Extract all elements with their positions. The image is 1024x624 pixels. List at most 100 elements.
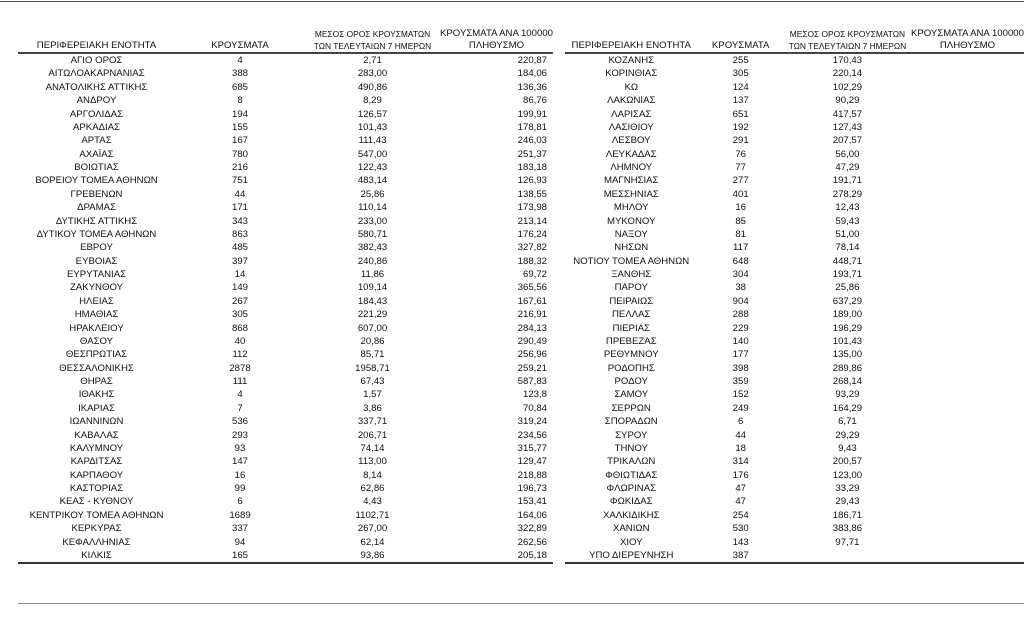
avg7-cell: 4,43 — [363, 496, 382, 508]
region-cell: ΠΡΕΒΕΖΑΣ — [605, 335, 657, 347]
cases-cell: 137 — [732, 95, 749, 107]
header-per100k-line2: ΠΛΗΘΥΣΜΟ — [468, 40, 525, 51]
table-row: ΚΙΛΚΙΣ 165 93,86 205,18 — [18, 548, 553, 565]
avg7-cell: 191,71 — [832, 175, 863, 187]
cases-cell: 94 — [234, 536, 246, 548]
avg7-cell: 110,14 — [358, 202, 387, 214]
region-cell: ΕΒΡΟΥ — [80, 242, 113, 254]
avg7-cell: 59,43 — [835, 215, 860, 227]
table-body-left: ΑΓΙΟ ΟΡΟΣ 4 2,71 220,87 ΑΙΤΩΛΟΑΚΑΡΝΑΝΙΑΣ 388 2… — [18, 53, 553, 565]
per100k-cell — [911, 134, 1024, 147]
region-cell: ΣΠΟΡΑΔΩΝ — [604, 416, 658, 428]
per100k-cell: 196,73 — [517, 483, 547, 494]
avg7-cell: 283,00 — [357, 68, 388, 80]
table-row: ΕΒΡΟΥ 485 382,43 327,82 — [18, 241, 553, 254]
table-row: ΑΝΑΤΟΛΙΚΗΣ ΑΤΤΙΚΗΣ 685 490,86 136,36 — [18, 81, 553, 94]
per100k-cell: 216,91 — [517, 309, 547, 321]
region-cell: ΜΑΓΝΗΣΙΑΣ — [604, 175, 659, 187]
avg7-cell — [783, 548, 911, 565]
per100k-cell: 256,96 — [517, 349, 547, 361]
per100k-cell — [911, 362, 1024, 375]
table-row: ΚΕΡΚΥΡΑΣ 337 267,00 322,89 — [18, 522, 553, 535]
per100k-cell: 129,47 — [517, 456, 547, 468]
per100k-cell: 86,76 — [522, 95, 547, 107]
region-cell: ΗΜΑΘΙΑΣ — [74, 309, 119, 321]
per100k-cell: 205,18 — [440, 548, 553, 565]
per100k-cell: 188,32 — [517, 255, 547, 267]
cases-cell: 401 — [732, 188, 749, 200]
table-row: ΜΕΣΣΗΝΙΑΣ 401 278,29 — [565, 188, 1024, 201]
region-cell: ΑΡΤΑΣ — [81, 135, 112, 147]
avg7-cell: 240,86 — [357, 255, 388, 267]
table-row: ΣΕΡΡΩΝ 249 164,29 — [565, 402, 1024, 415]
avg7-cell: 383,86 — [832, 523, 863, 535]
table-row: ΔΥΤΙΚΗΣ ΑΤΤΙΚΗΣ 343 233,00 213,14 — [18, 215, 553, 228]
header-cases: ΚΡΟΥΣΜΑΤΑ — [697, 24, 784, 54]
cases-cell: 165 — [175, 548, 305, 565]
avg7-cell: 122,43 — [357, 162, 388, 173]
region-cell: ΚΕΦΑΛΛΗΝΙΑΣ — [62, 536, 131, 548]
region-cell: ΘΗΡΑΣ — [80, 376, 113, 387]
table-row: ΑΙΤΩΛΟΑΚΑΡΝΑΝΙΑΣ 388 283,00 184,06 — [18, 67, 553, 80]
cases-table-right: ΠΕΡΙΦΕΡΕΙΑΚΗ ΕΝΟΤΗΤΑ ΚΡΟΥΣΜΑΤΑ ΜΕΣΟΣ ΟΡΟ… — [565, 24, 1024, 565]
region-cell: ΘΕΣΠΡΩΤΙΑΣ — [65, 349, 128, 361]
region-cell: ΜΥΚΟΝΟΥ — [607, 215, 656, 227]
table-row: ΦΩΚΙΔΑΣ 47 29,43 — [565, 495, 1024, 508]
cases-cell: 117 — [733, 242, 749, 254]
header-avg7-line2: ΤΩΝ ΤΕΛΕΥΤΑΙΩΝ 7 ΗΜΕΡΩΝ — [313, 41, 432, 51]
avg7-cell: 97,71 — [835, 536, 860, 548]
per100k-cell: 167,61 — [517, 295, 547, 307]
cases-cell: 4 — [237, 389, 243, 401]
table-body-right: ΚΟΖΑΝΗΣ 255 170,43 ΚΟΡΙΝΘΙΑΣ 305 220,14 ΚΩ 124 1… — [565, 53, 1024, 565]
region-cell: ΞΑΝΘΗΣ — [611, 269, 652, 280]
avg7-cell: 93,29 — [835, 389, 860, 401]
per100k-cell — [911, 455, 1024, 468]
avg7-cell: 25,86 — [360, 188, 385, 200]
region-cell: ΛΕΣΒΟΥ — [611, 135, 651, 147]
header-avg7: ΜΕΣΟΣ ΟΡΟΣ ΚΡΟΥΣΜΑΤΩΝ ΤΩΝ ΤΕΛΕΥΤΑΙΩΝ 7 ΗΜ… — [305, 24, 440, 54]
avg7-cell: 111,43 — [358, 135, 387, 147]
avg7-cell: 12,43 — [835, 202, 860, 214]
cases-cell: 216 — [231, 162, 248, 173]
cases-cell: 267 — [231, 295, 248, 307]
per100k-cell — [911, 536, 1024, 549]
region-cell: ΒΟΡΕΙΟΥ ΤΟΜΕΑ ΑΘΗΝΩΝ — [35, 175, 158, 187]
table-row: ΜΑΓΝΗΣΙΑΣ 277 191,71 — [565, 174, 1024, 187]
avg7-cell: 109,14 — [357, 282, 388, 294]
table-row: ΦΛΩΡΙΝΑΣ 47 33,29 — [565, 482, 1024, 495]
region-cell: ΧΙΟΥ — [619, 536, 643, 548]
cases-cell: 4 — [237, 55, 243, 66]
per100k-cell: 220,87 — [517, 55, 547, 66]
table-row: ΣΥΡΟΥ 44 29,29 — [565, 429, 1024, 442]
per100k-cell — [911, 415, 1024, 428]
cases-cell: 249 — [732, 402, 749, 414]
table-row: ΙΩΑΝΝΙΝΩΝ 536 337,71 319,24 — [18, 415, 553, 428]
avg7-cell: 90,29 — [835, 95, 860, 107]
table-row: ΚΕΑΣ - ΚΥΘΝΟΥ 6 4,43 153,41 — [18, 495, 553, 508]
per100k-cell: 284,13 — [517, 322, 547, 334]
cases-cell: 314 — [732, 456, 749, 468]
region-cell: ΛΑΚΩΝΙΑΣ — [607, 95, 656, 107]
table-row: ΛΕΥΚΑΔΑΣ 76 56,00 — [565, 148, 1024, 161]
table-row: ΚΟΖΑΝΗΣ 255 170,43 — [565, 53, 1024, 67]
per100k-cell: 153,41 — [517, 496, 547, 508]
region-cell: ΚΟΡΙΝΘΙΑΣ — [605, 68, 658, 80]
region-cell: ΚΕΝΤΡΙΚΟΥ ΤΟΜΕΑ ΑΘΗΝΩΝ — [29, 509, 164, 521]
per100k-cell — [911, 188, 1024, 201]
region-cell: ΡΟΔΟΥ — [614, 376, 648, 387]
avg7-cell: 337,71 — [357, 416, 388, 428]
table-row: ΗΛΕΙΑΣ 267 184,43 167,61 — [18, 295, 553, 308]
avg7-cell: 9,43 — [838, 442, 857, 454]
region-cell: ΚΩ — [624, 81, 639, 93]
avg7-cell: 196,29 — [832, 322, 863, 334]
region-cell: ΚΙΛΚΙΣ — [18, 548, 175, 565]
header-avg7: ΜΕΣΟΣ ΟΡΟΣ ΚΡΟΥΣΜΑΤΩΝ ΤΩΝ ΤΕΛΕΥΤΑΙΩΝ 7 ΗΜ… — [783, 24, 911, 54]
cases-cell: 47 — [735, 483, 747, 494]
per100k-cell: 246,03 — [517, 135, 547, 147]
region-cell: ΤΡΙΚΑΛΩΝ — [607, 456, 656, 468]
table-row: ΠΙΕΡΙΑΣ 229 196,29 — [565, 322, 1024, 335]
region-cell: ΣΑΜΟΥ — [614, 389, 649, 401]
avg7-cell: 268,14 — [832, 376, 863, 387]
region-cell: ΕΥΒΟΙΑΣ — [75, 255, 118, 267]
table-row: ΘΕΣΣΑΛΟΝΙΚΗΣ 2878 1958,71 259,21 — [18, 362, 553, 375]
